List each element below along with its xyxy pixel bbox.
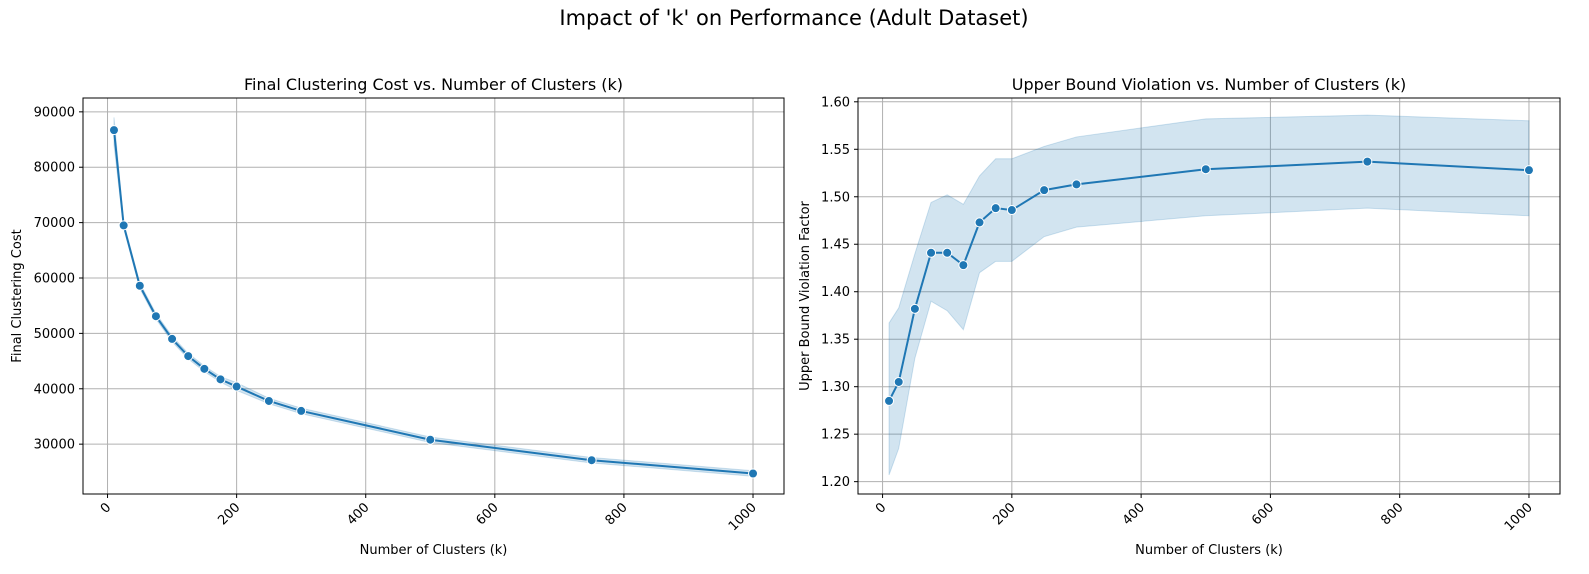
violation-chart-title: Upper Bound Violation vs. Number of Clus… xyxy=(1012,75,1406,94)
cost-x-axis-label: Number of Clusters (k) xyxy=(360,543,508,558)
violation-confidence-band xyxy=(888,114,1530,476)
violation-data-point xyxy=(909,303,920,314)
violation-data-point xyxy=(1200,164,1211,175)
violation-plot-area xyxy=(858,98,1560,494)
violation-data-point xyxy=(942,247,953,258)
violation-y-tick-label: 1.55 xyxy=(821,143,850,158)
cost-data-point xyxy=(296,405,307,416)
violation-y-tick-label: 1.30 xyxy=(821,380,850,395)
cost-data-point xyxy=(748,468,759,479)
cost-series-line xyxy=(112,129,755,475)
violation-data-point xyxy=(1039,185,1050,196)
violation-data-point xyxy=(958,260,969,271)
cost-data-point xyxy=(118,220,129,231)
violation-y-tick-label: 1.35 xyxy=(821,333,850,348)
violation-x-axis-label: Number of Clusters (k) xyxy=(1135,543,1283,558)
cost-data-point xyxy=(263,395,274,406)
violation-chart: 0 200 400 600 800 10001.201.251.301.351.401.4… xyxy=(798,75,1561,558)
violation-y-tick-label: 1.40 xyxy=(821,285,850,300)
violation-data-point xyxy=(1071,179,1082,190)
cost-data-point xyxy=(167,333,178,344)
violation-series-line xyxy=(888,160,1530,402)
violation-y-tick-label: 1.45 xyxy=(821,238,850,253)
cost-chart: 0 200 400 600 800 100030000400005000060000700… xyxy=(10,75,785,558)
cost-y-tick-label: 40000 xyxy=(34,382,75,397)
cost-y-tick-label: 50000 xyxy=(34,327,75,342)
cost-data-point xyxy=(150,311,161,322)
cost-y-tick-label: 30000 xyxy=(34,438,75,453)
cost-chart-title: Final Clustering Cost vs. Number of Clus… xyxy=(244,75,623,94)
cost-plot-area xyxy=(83,98,784,494)
cost-y-axis-label: Final Clustering Cost xyxy=(10,229,25,362)
violation-data-point xyxy=(893,376,904,387)
violation-data-point xyxy=(1006,205,1017,216)
violation-data-point xyxy=(1362,156,1373,167)
cost-y-tick-label: 70000 xyxy=(34,216,75,231)
violation-axes-frame xyxy=(857,97,1561,495)
violation-y-tick-label: 1.60 xyxy=(821,95,850,110)
cost-data-point xyxy=(199,363,210,374)
violation-y-tick-label: 1.25 xyxy=(821,428,850,443)
violation-data-point xyxy=(974,217,985,228)
cost-data-point xyxy=(134,280,145,291)
cost-y-tick-label: 80000 xyxy=(34,161,75,176)
cost-data-point xyxy=(231,381,242,392)
figure-title: Impact of 'k' on Performance (Adult Data… xyxy=(559,6,1028,30)
cost-data-point xyxy=(586,455,597,466)
cost-data-point xyxy=(215,374,226,385)
violation-data-point xyxy=(884,395,895,406)
violation-data-point xyxy=(1523,165,1534,176)
cost-axes-frame xyxy=(82,97,785,495)
cost-y-tick-label: 60000 xyxy=(34,272,75,287)
cost-y-tick-label: 90000 xyxy=(34,105,75,120)
cost-data-point xyxy=(108,125,119,136)
violation-data-point xyxy=(926,247,937,258)
cost-data-point xyxy=(183,351,194,362)
violation-y-tick-label: 1.50 xyxy=(821,190,850,205)
violation-y-tick-label: 1.20 xyxy=(821,475,850,490)
violation-data-point xyxy=(990,203,1001,214)
cost-data-point xyxy=(425,434,436,445)
violation-y-axis-label: Upper Bound Violation Factor xyxy=(798,200,813,390)
